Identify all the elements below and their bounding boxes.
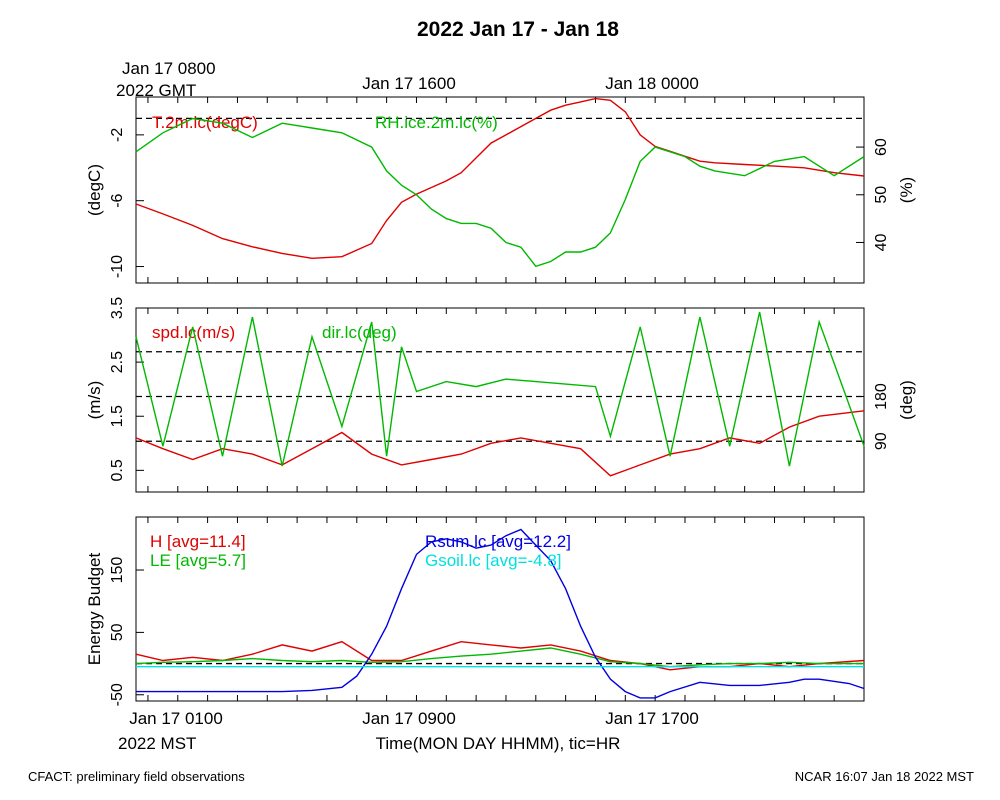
left-tick-label: -10 (109, 255, 126, 278)
series-line-2 (135, 311, 865, 467)
footer-timestamp: NCAR 16:07 Jan 18 2022 MST (795, 769, 974, 784)
right-tick-label: 180 (873, 383, 890, 410)
left-tick-label: -50 (109, 683, 126, 706)
panel-frame (135, 516, 865, 702)
right-tick-label: 60 (873, 138, 890, 156)
top-axis-label-0: Jan 17 1600 (362, 74, 456, 93)
legend-entry-2: RH.ice.2m.lc(%) (375, 113, 498, 132)
series-line-2 (135, 647, 864, 668)
bottom-axis-label-0: Jan 17 0100 (129, 709, 223, 728)
series-line-2 (135, 117, 865, 268)
panel-frame (135, 307, 865, 493)
series-line-3 (136, 528, 865, 699)
legend-entry-3: Rsum.lc [avg=12.2] (425, 532, 571, 551)
left-tick-label: 150 (109, 557, 126, 584)
left-tick-label: -6 (109, 193, 126, 207)
left-tick-label: 50 (109, 623, 126, 641)
series-line-1 (135, 97, 865, 260)
top-axis-gmt-date: Jan 17 0800 (122, 59, 216, 78)
right-tick-label: 50 (873, 186, 890, 204)
x-axis-label: Time(MON DAY HHMM), tic=HR (376, 734, 621, 753)
series-line-1 (135, 640, 865, 671)
left-tick-label: -2 (109, 128, 126, 142)
panel-energy-budget: -50 50 150 Energy Budget H [avg=11.4]LE [avg… (85, 516, 865, 706)
legend-entry-1: H [avg=11.4] (150, 532, 246, 551)
series-line-1 (135, 410, 865, 477)
panel-frame (135, 96, 865, 284)
bottom-axis-label-1: Jan 17 0900 (362, 709, 456, 728)
right-axis-label: (deg) (897, 380, 916, 420)
left-axis-label: (degC) (85, 164, 104, 216)
legend-entry-2: dir.lc(deg) (322, 323, 397, 342)
top-axis-gmt-zone: 2022 GMT (116, 81, 196, 100)
top-axis-label-1: Jan 18 0000 (605, 74, 699, 93)
left-axis-label: (m/s) (85, 381, 104, 420)
chart-title: 2022 Jan 17 - Jan 18 (417, 18, 619, 41)
left-tick-label: 3.5 (109, 297, 126, 319)
left-tick-label: 0.5 (109, 459, 126, 481)
bottom-axis-zone: 2022 MST (118, 734, 196, 753)
left-tick-label: 2.5 (109, 351, 126, 373)
right-tick-label: 90 (873, 432, 890, 450)
right-tick-label: 40 (873, 233, 890, 251)
left-tick-label: 1.5 (109, 405, 126, 427)
legend-entry-2: LE [avg=5.7] (150, 551, 246, 570)
legend-entry-4: Gsoil.lc [avg=-4.8] (425, 551, 562, 570)
footer-source-note: CFACT: preliminary field observations (28, 769, 245, 784)
right-axis-label: (%) (897, 177, 916, 203)
left-axis-label: Energy Budget (85, 552, 104, 665)
legend-entry-1: T.2m.lc(degC) (152, 113, 258, 132)
bottom-axis-label-2: Jan 17 1700 (605, 709, 699, 728)
panel-temperature-humidity: -10 -6 -2 (degC) 40 50 60 (%) T.2m.lc(degC) RH.ic… (85, 96, 916, 284)
